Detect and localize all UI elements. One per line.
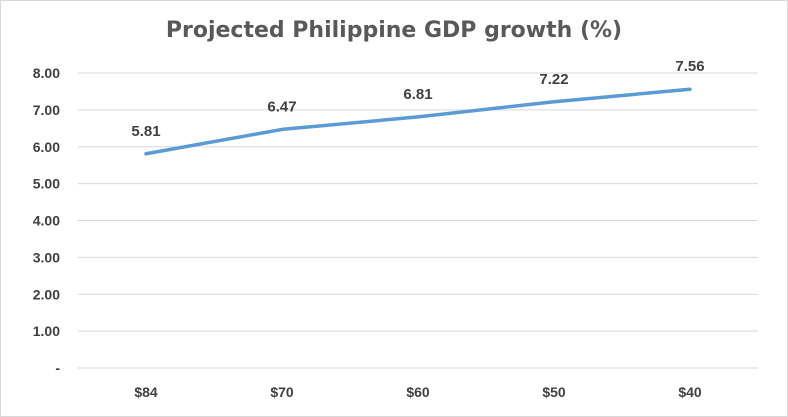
x-tick-label: $84: [134, 384, 158, 400]
x-tick-label: $60: [406, 384, 430, 400]
y-tick-label: 3.00: [33, 249, 60, 265]
y-tick-label: 2.00: [33, 286, 60, 302]
data-label: 5.81: [131, 123, 160, 140]
x-tick-label: $70: [270, 384, 294, 400]
y-tick-label: -: [55, 360, 60, 376]
x-tick-label: $50: [542, 384, 566, 400]
data-label: 6.47: [267, 98, 296, 115]
y-tick-label: 1.00: [33, 323, 60, 339]
data-point: [416, 115, 420, 119]
chart-title: Projected Philippine GDP growth (%): [165, 18, 623, 43]
y-tick-label: 6.00: [33, 139, 60, 155]
data-point: [552, 100, 556, 104]
y-tick-label: 5.00: [33, 176, 60, 192]
data-label: 6.81: [403, 86, 432, 103]
data-point: [144, 152, 148, 156]
data-label: 7.22: [539, 71, 568, 88]
data-point: [688, 87, 692, 91]
x-tick-label: $40: [678, 384, 702, 400]
data-point: [280, 127, 284, 131]
y-tick-label: 7.00: [33, 102, 60, 118]
data-label: 7.56: [675, 58, 704, 75]
y-tick-label: 8.00: [33, 65, 60, 81]
y-tick-label: 4.00: [33, 213, 60, 229]
